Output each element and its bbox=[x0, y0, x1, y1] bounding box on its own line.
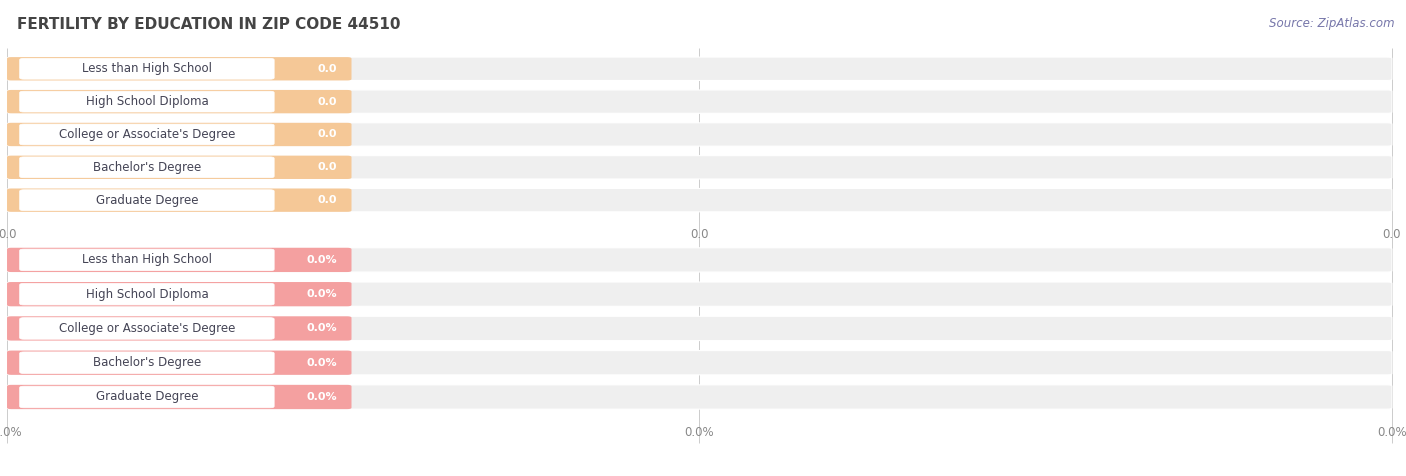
FancyBboxPatch shape bbox=[7, 350, 1392, 375]
Text: 0.0: 0.0 bbox=[318, 97, 337, 107]
Text: College or Associate's Degree: College or Associate's Degree bbox=[59, 128, 235, 141]
FancyBboxPatch shape bbox=[7, 188, 351, 212]
Text: 0.0%: 0.0% bbox=[0, 426, 22, 439]
FancyBboxPatch shape bbox=[20, 283, 274, 305]
Text: 0.0: 0.0 bbox=[318, 195, 337, 205]
Text: High School Diploma: High School Diploma bbox=[86, 288, 208, 301]
Text: Graduate Degree: Graduate Degree bbox=[96, 194, 198, 207]
Text: Less than High School: Less than High School bbox=[82, 62, 212, 75]
FancyBboxPatch shape bbox=[7, 282, 1392, 307]
FancyBboxPatch shape bbox=[20, 386, 274, 408]
FancyBboxPatch shape bbox=[20, 157, 274, 178]
Text: Source: ZipAtlas.com: Source: ZipAtlas.com bbox=[1270, 17, 1395, 30]
FancyBboxPatch shape bbox=[7, 123, 1392, 146]
Text: 0.0: 0.0 bbox=[1382, 228, 1402, 241]
Text: FERTILITY BY EDUCATION IN ZIP CODE 44510: FERTILITY BY EDUCATION IN ZIP CODE 44510 bbox=[17, 17, 401, 32]
Text: 0.0%: 0.0% bbox=[307, 392, 337, 402]
FancyBboxPatch shape bbox=[7, 188, 1392, 212]
Text: College or Associate's Degree: College or Associate's Degree bbox=[59, 322, 235, 335]
FancyBboxPatch shape bbox=[20, 352, 274, 374]
Text: 0.0: 0.0 bbox=[0, 228, 17, 241]
FancyBboxPatch shape bbox=[7, 90, 1392, 113]
FancyBboxPatch shape bbox=[7, 57, 351, 80]
Text: Bachelor's Degree: Bachelor's Degree bbox=[93, 356, 201, 369]
FancyBboxPatch shape bbox=[7, 57, 1392, 80]
FancyBboxPatch shape bbox=[20, 317, 274, 339]
FancyBboxPatch shape bbox=[7, 248, 351, 272]
Text: 0.0%: 0.0% bbox=[307, 323, 337, 334]
FancyBboxPatch shape bbox=[7, 385, 351, 409]
Text: 0.0: 0.0 bbox=[690, 228, 709, 241]
FancyBboxPatch shape bbox=[7, 316, 1392, 341]
Text: Bachelor's Degree: Bachelor's Degree bbox=[93, 161, 201, 174]
Text: 0.0: 0.0 bbox=[318, 64, 337, 74]
FancyBboxPatch shape bbox=[7, 282, 351, 307]
Text: 0.0%: 0.0% bbox=[685, 426, 714, 439]
Text: 0.0%: 0.0% bbox=[1376, 426, 1406, 439]
FancyBboxPatch shape bbox=[7, 90, 351, 113]
FancyBboxPatch shape bbox=[20, 91, 274, 112]
FancyBboxPatch shape bbox=[7, 123, 351, 146]
Text: Less than High School: Less than High School bbox=[82, 253, 212, 267]
FancyBboxPatch shape bbox=[20, 190, 274, 210]
FancyBboxPatch shape bbox=[20, 249, 274, 271]
Text: 0.0%: 0.0% bbox=[307, 357, 337, 368]
Text: 0.0%: 0.0% bbox=[307, 255, 337, 265]
FancyBboxPatch shape bbox=[7, 385, 1392, 409]
FancyBboxPatch shape bbox=[7, 156, 1392, 179]
Text: 0.0%: 0.0% bbox=[307, 289, 337, 299]
FancyBboxPatch shape bbox=[20, 59, 274, 79]
FancyBboxPatch shape bbox=[7, 156, 351, 179]
FancyBboxPatch shape bbox=[7, 316, 351, 341]
Text: Graduate Degree: Graduate Degree bbox=[96, 390, 198, 404]
Text: 0.0: 0.0 bbox=[318, 129, 337, 139]
Text: High School Diploma: High School Diploma bbox=[86, 95, 208, 108]
FancyBboxPatch shape bbox=[20, 124, 274, 145]
FancyBboxPatch shape bbox=[7, 350, 351, 375]
Text: 0.0: 0.0 bbox=[318, 162, 337, 172]
FancyBboxPatch shape bbox=[7, 248, 1392, 272]
